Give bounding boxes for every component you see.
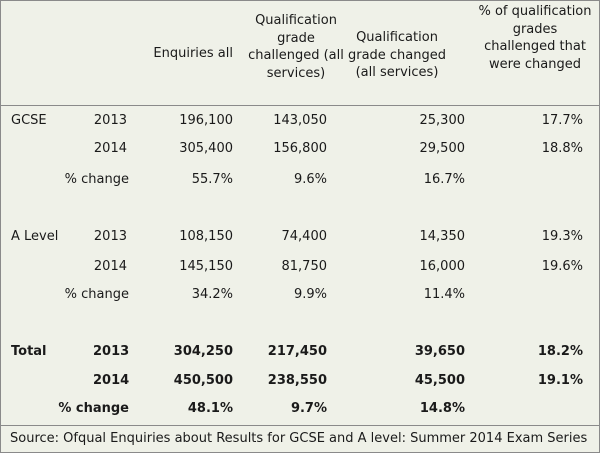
cell-challenged: 217,450 (267, 344, 327, 359)
source-text: Source: Ofqual Enquiries about Results f… (10, 431, 588, 446)
cell-changed: 39,650 (414, 344, 465, 359)
table-row: % change 34.2% 9.9% 11.4% (1, 281, 599, 309)
cell-challenged: 74,400 (281, 229, 328, 244)
cell-changed: 45,500 (414, 373, 465, 388)
cell-percent: 18.2% (537, 344, 583, 359)
cell-challenged: 81,750 (281, 259, 328, 274)
cell-enquiries: 304,250 (173, 344, 233, 359)
cell-enquiries: 55.7% (191, 172, 233, 187)
cell-enquiries: 34.2% (191, 287, 233, 302)
table-row: 2014 145,150 81,750 16,000 19.6% (1, 253, 599, 281)
row-label: 2013 (93, 113, 127, 128)
cell-changed: 14.8% (419, 401, 465, 416)
cell-challenged: 156,800 (273, 141, 327, 156)
cell-challenged: 9.7% (290, 401, 327, 416)
cell-changed: 11.4% (423, 287, 465, 302)
source-note: Source: Ofqual Enquiries about Results f… (1, 425, 599, 453)
table-row: Total 2013 304,250 217,450 39,650 18.2% (1, 338, 599, 366)
table-row: % change 48.1% 9.7% 14.8% (1, 395, 599, 423)
row-group: Total (11, 344, 47, 359)
header-percent-changed: % of qualification grades challenged tha… (478, 4, 592, 72)
cell-challenged: 9.9% (293, 287, 327, 302)
cell-enquiries: 305,400 (179, 141, 233, 156)
cell-percent: 19.1% (537, 373, 583, 388)
header-grade-challenged: Qualification grade challenged (all serv… (248, 13, 344, 81)
cell-enquiries: 108,150 (179, 229, 233, 244)
cell-challenged: 143,050 (273, 113, 327, 128)
row-group: GCSE (11, 113, 47, 128)
table-row: 2014 450,500 238,550 45,500 19.1% (1, 367, 599, 395)
row-label: 2013 (93, 229, 127, 244)
cell-changed: 16.7% (423, 172, 465, 187)
cell-percent: 18.8% (541, 141, 583, 156)
cell-percent: 19.6% (541, 259, 583, 274)
cell-changed: 14,350 (419, 229, 466, 244)
cell-enquiries: 48.1% (187, 401, 233, 416)
row-label: 2013 (93, 344, 130, 359)
row-label: 2014 (93, 373, 130, 388)
cell-changed: 25,300 (419, 113, 466, 128)
cell-percent: 17.7% (541, 113, 583, 128)
row-label: % change (58, 401, 129, 416)
cell-enquiries: 450,500 (173, 373, 233, 388)
row-label: % change (64, 172, 129, 187)
table-header: Enquiries all Qualification grade challe… (1, 1, 599, 106)
table-row: A Level 2013 108,150 74,400 14,350 19.3% (1, 223, 599, 251)
row-label: 2014 (93, 259, 127, 274)
header-grade-changed: Qualification grade changed (all service… (347, 30, 447, 80)
cell-percent: 19.3% (541, 229, 583, 244)
table-row: % change 55.7% 9.6% 16.7% (1, 166, 599, 194)
row-group: A Level (11, 229, 59, 244)
cell-changed: 29,500 (419, 141, 466, 156)
table-row: 2014 305,400 156,800 29,500 18.8% (1, 135, 599, 163)
table-row: GCSE 2013 196,100 143,050 25,300 17.7% (1, 107, 599, 135)
cell-challenged: 9.6% (293, 172, 327, 187)
cell-changed: 16,000 (419, 259, 466, 274)
cell-challenged: 238,550 (267, 373, 327, 388)
row-label: 2014 (93, 141, 127, 156)
cell-enquiries: 145,150 (179, 259, 233, 274)
cell-enquiries: 196,100 (179, 113, 233, 128)
row-label: % change (64, 287, 129, 302)
header-enquiries-all: Enquiries all (153, 46, 233, 61)
